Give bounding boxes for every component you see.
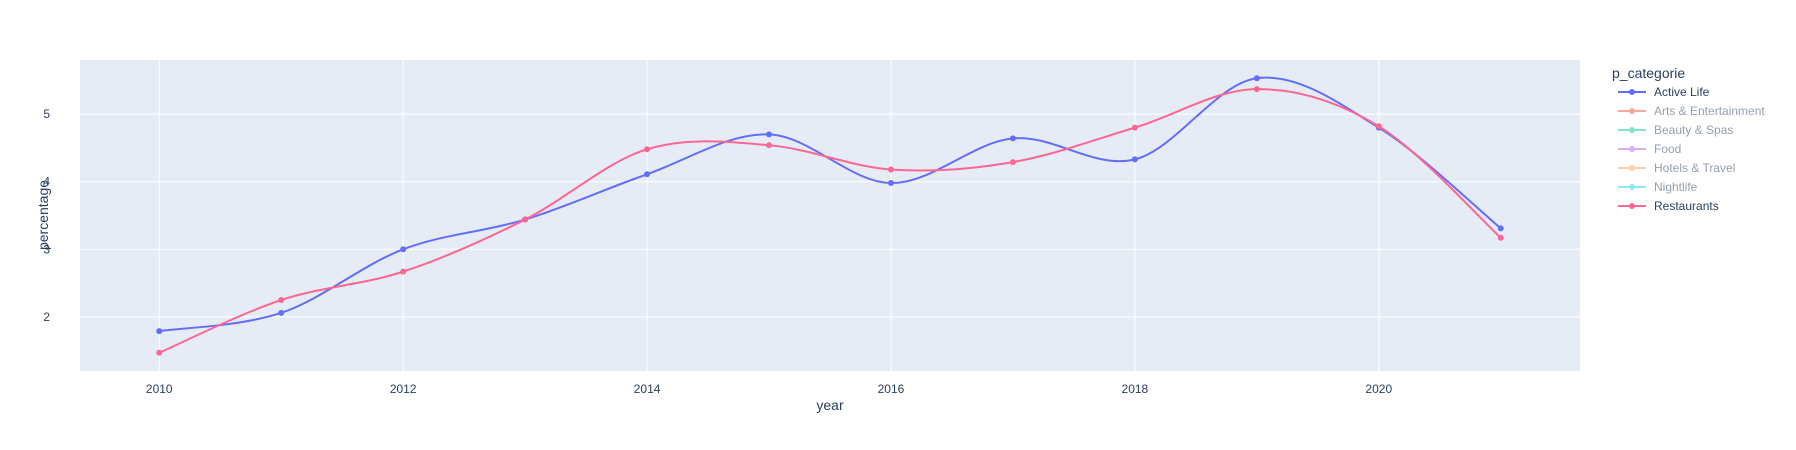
legend-item-nightlife[interactable]: Nightlife (1618, 180, 1698, 194)
legend-label: Food (1654, 142, 1681, 156)
data-point-restaurants (1009, 159, 1016, 166)
data-point-active-life (1131, 156, 1138, 163)
legend-swatch-marker (1629, 184, 1635, 190)
y-tick-label: 4 (43, 175, 50, 189)
data-point-active-life (156, 328, 163, 335)
legend-label: Nightlife (1654, 180, 1698, 194)
data-point-restaurants (278, 297, 285, 304)
legend-label: Active Life (1654, 85, 1710, 99)
legend-swatch-marker (1629, 203, 1635, 209)
data-point-restaurants (1375, 123, 1382, 130)
data-point-active-life (1253, 75, 1260, 82)
data-point-active-life (766, 131, 773, 138)
data-point-restaurants (644, 146, 651, 153)
y-axis-title: percentage (35, 180, 51, 250)
y-tick-label: 5 (43, 107, 50, 121)
x-tick-label: 2012 (390, 382, 417, 396)
legend-swatch-marker (1629, 165, 1635, 171)
data-point-restaurants (156, 349, 163, 356)
x-tick-label: 2010 (146, 382, 173, 396)
series-line-active-life (159, 76, 1502, 333)
data-point-restaurants (1497, 234, 1504, 241)
series-layer (156, 75, 1504, 356)
x-tick-label: 2014 (634, 382, 661, 396)
legend-item-food[interactable]: Food (1618, 142, 1681, 156)
x-axis-ticks: 2010 2012 2014 2016 2018 2020 (146, 382, 1393, 396)
data-point-active-life (644, 171, 651, 178)
legend-swatch-marker (1629, 127, 1635, 133)
legend-item-beauty-spas[interactable]: Beauty & Spas (1618, 123, 1733, 137)
data-point-active-life (278, 309, 285, 316)
data-point-restaurants (400, 268, 407, 275)
legend: p_categorie Active Life Arts & Entertainm… (1612, 65, 1765, 213)
x-axis-title: year (816, 397, 844, 413)
y-tick-label: 3 (43, 242, 50, 256)
legend-item-active-life[interactable]: Active Life (1618, 85, 1710, 99)
data-point-restaurants (1131, 124, 1138, 131)
legend-label: Restaurants (1654, 199, 1719, 213)
legend-label: Hotels & Travel (1654, 161, 1735, 175)
x-tick-label: 2020 (1365, 382, 1392, 396)
x-tick-label: 2016 (878, 382, 905, 396)
data-point-restaurants (766, 142, 773, 149)
legend-item-hotels-travel[interactable]: Hotels & Travel (1618, 161, 1735, 175)
legend-item-arts-entertainment[interactable]: Arts & Entertainment (1618, 104, 1765, 118)
data-point-active-life (887, 180, 894, 187)
series-restaurants (156, 86, 1504, 356)
x-tick-label: 2018 (1122, 382, 1149, 396)
legend-swatch-marker (1629, 89, 1635, 95)
legend-item-restaurants[interactable]: Restaurants (1618, 199, 1719, 213)
plot-area (80, 60, 1580, 371)
data-point-active-life (1497, 225, 1504, 232)
legend-label: Beauty & Spas (1654, 123, 1733, 137)
data-point-restaurants (522, 216, 529, 223)
data-point-active-life (1009, 135, 1016, 142)
legend-label: Arts & Entertainment (1654, 104, 1765, 118)
grid-lines (80, 60, 1580, 371)
legend-title: p_categorie (1612, 65, 1685, 81)
legend-swatch-marker (1629, 146, 1635, 152)
data-point-restaurants (887, 166, 894, 173)
data-point-active-life (400, 246, 407, 253)
series-line-restaurants (158, 88, 1502, 354)
data-point-restaurants (1253, 86, 1260, 93)
legend-swatch-marker (1629, 108, 1635, 114)
y-tick-label: 2 (43, 310, 50, 324)
y-axis-ticks: 2 3 4 5 (43, 107, 50, 324)
